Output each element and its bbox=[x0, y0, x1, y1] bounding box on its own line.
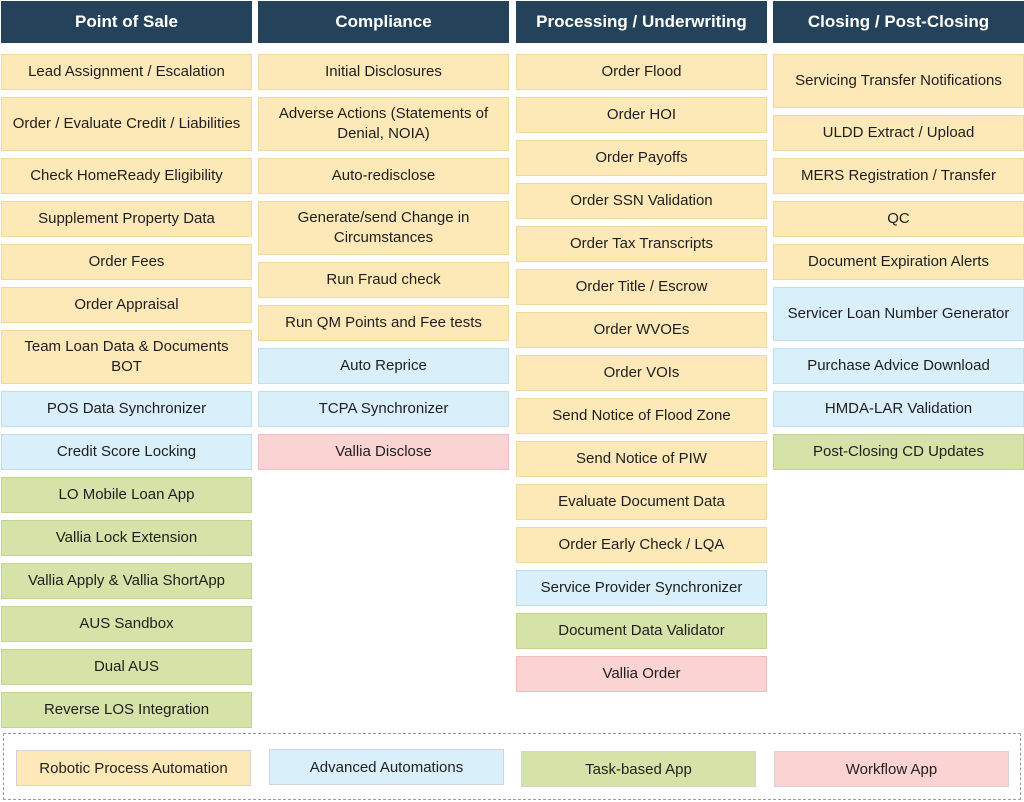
item-box: TCPA Synchronizer bbox=[258, 391, 509, 427]
item-box: Order SSN Validation bbox=[516, 183, 767, 219]
column-closing-post-closing: Closing / Post-Closing Servicing Transfe… bbox=[773, 1, 1024, 470]
column-processing-underwriting: Processing / Underwriting Order Flood Or… bbox=[516, 1, 767, 692]
item-box: LO Mobile Loan App bbox=[1, 477, 252, 513]
item-box: Post-Closing CD Updates bbox=[773, 434, 1024, 470]
item-box: Send Notice of PIW bbox=[516, 441, 767, 477]
item-box: Servicing Transfer Notifications bbox=[773, 54, 1024, 108]
column-header: Point of Sale bbox=[1, 1, 252, 43]
legend-workflow-app: Workflow App bbox=[774, 751, 1009, 787]
item-box: HMDA-LAR Validation bbox=[773, 391, 1024, 427]
item-box: Document Data Validator bbox=[516, 613, 767, 649]
column-header: Closing / Post-Closing bbox=[773, 1, 1024, 43]
item-box: Order Payoffs bbox=[516, 140, 767, 176]
item-box: MERS Registration / Transfer bbox=[773, 158, 1024, 194]
column-items: Initial Disclosures Adverse Actions (Sta… bbox=[258, 54, 509, 470]
item-box: QC bbox=[773, 201, 1024, 237]
item-box: Adverse Actions (Statements of Denial, N… bbox=[258, 97, 509, 151]
item-box: Purchase Advice Download bbox=[773, 348, 1024, 384]
column-point-of-sale: Point of Sale Lead Assignment / Escalati… bbox=[1, 1, 252, 728]
item-box: Order Flood bbox=[516, 54, 767, 90]
item-box: Vallia Apply & Vallia ShortApp bbox=[1, 563, 252, 599]
item-box: Order HOI bbox=[516, 97, 767, 133]
item-box: AUS Sandbox bbox=[1, 606, 252, 642]
item-box: Vallia Lock Extension bbox=[1, 520, 252, 556]
item-box: Lead Assignment / Escalation bbox=[1, 54, 252, 90]
item-box: Servicer Loan Number Generator bbox=[773, 287, 1024, 341]
item-box: POS Data Synchronizer bbox=[1, 391, 252, 427]
item-box: Reverse LOS Integration bbox=[1, 692, 252, 728]
item-box: Check HomeReady Eligibility bbox=[1, 158, 252, 194]
column-items: Order Flood Order HOI Order Payoffs Orde… bbox=[516, 54, 767, 692]
legend: Robotic Process Automation Advanced Auto… bbox=[3, 733, 1021, 800]
column-items: Servicing Transfer Notifications ULDD Ex… bbox=[773, 54, 1024, 470]
item-box: Generate/send Change in Circumstances bbox=[258, 201, 509, 255]
item-box: Send Notice of Flood Zone bbox=[516, 398, 767, 434]
column-items: Lead Assignment / Escalation Order / Eva… bbox=[1, 54, 252, 728]
item-box: Initial Disclosures bbox=[258, 54, 509, 90]
column-compliance: Compliance Initial Disclosures Adverse A… bbox=[258, 1, 509, 470]
item-box: Vallia Order bbox=[516, 656, 767, 692]
item-box: Order Appraisal bbox=[1, 287, 252, 323]
item-box: Credit Score Locking bbox=[1, 434, 252, 470]
item-box: Auto-redisclose bbox=[258, 158, 509, 194]
item-box: Dual AUS bbox=[1, 649, 252, 685]
item-box: ULDD Extract / Upload bbox=[773, 115, 1024, 151]
legend-advanced-automations: Advanced Automations bbox=[269, 749, 504, 785]
item-box: Run Fraud check bbox=[258, 262, 509, 298]
item-box: Supplement Property Data bbox=[1, 201, 252, 237]
item-box: Order Title / Escrow bbox=[516, 269, 767, 305]
item-box: Order WVOEs bbox=[516, 312, 767, 348]
item-box: Order Early Check / LQA bbox=[516, 527, 767, 563]
item-box: Auto Reprice bbox=[258, 348, 509, 384]
item-box: Evaluate Document Data bbox=[516, 484, 767, 520]
legend-rpa: Robotic Process Automation bbox=[16, 750, 251, 786]
item-box: Service Provider Synchronizer bbox=[516, 570, 767, 606]
item-box: Order VOIs bbox=[516, 355, 767, 391]
legend-task-based-app: Task-based App bbox=[521, 751, 756, 787]
item-box: Team Loan Data & Documents BOT bbox=[1, 330, 252, 384]
item-box: Document Expiration Alerts bbox=[773, 244, 1024, 280]
item-box: Order Tax Transcripts bbox=[516, 226, 767, 262]
item-box: Run QM Points and Fee tests bbox=[258, 305, 509, 341]
column-header: Compliance bbox=[258, 1, 509, 43]
item-box: Order / Evaluate Credit / Liabilities bbox=[1, 97, 252, 151]
column-header: Processing / Underwriting bbox=[516, 1, 767, 43]
item-box: Vallia Disclose bbox=[258, 434, 509, 470]
item-box: Order Fees bbox=[1, 244, 252, 280]
